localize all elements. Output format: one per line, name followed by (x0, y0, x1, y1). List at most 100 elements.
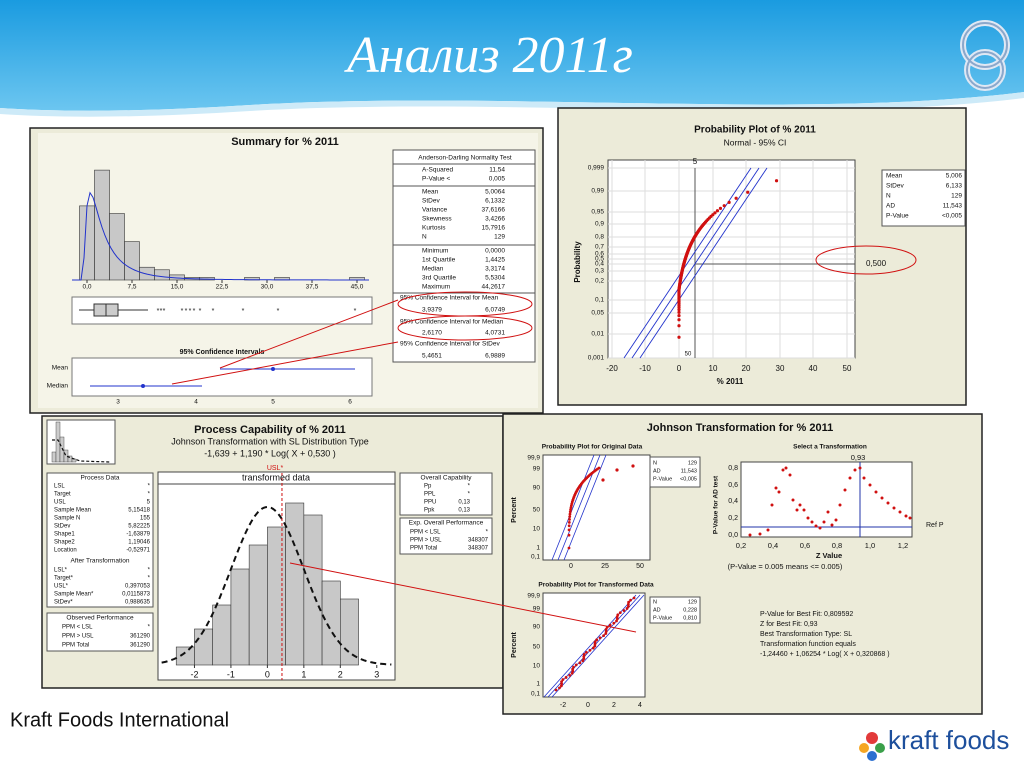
row-label: Sample N (54, 516, 80, 522)
select-point (898, 510, 902, 514)
arrow (219, 299, 399, 369)
select-point (843, 488, 847, 492)
interval-title: 95% Confidence Interval for Median (400, 319, 504, 326)
arrow (289, 562, 637, 633)
row-label: Target* (54, 576, 74, 582)
transformed-point (593, 642, 597, 646)
y-tick-label: 90 (533, 624, 541, 631)
probability-legend (881, 169, 966, 227)
row-value: 0,005 (489, 176, 506, 183)
box-title: Process Data (80, 475, 119, 482)
select-point (766, 528, 770, 532)
ci-band (551, 594, 645, 698)
row-label: Kurtosis (422, 225, 446, 232)
box-title: Anderson-Darling Normality Test (418, 155, 512, 162)
y-tick-label: 0,1 (595, 297, 604, 304)
original-point (567, 533, 571, 537)
select-frame (740, 461, 913, 538)
select-point (886, 501, 890, 505)
outlier: * (189, 308, 192, 315)
probability-point (722, 204, 726, 208)
row-label: StDev (422, 198, 440, 205)
row-value: 361290 (130, 643, 151, 649)
interval-low: 2,6170 (422, 330, 442, 337)
fit-curve (161, 505, 392, 666)
transformed-point (616, 613, 620, 617)
row-value: 0,0115873 (122, 592, 151, 598)
probability-point (774, 179, 779, 183)
row-value: 11,54 (489, 167, 505, 174)
select-point (814, 524, 818, 528)
row-label: Maximum (422, 284, 450, 291)
transformed-point (571, 669, 575, 673)
y-tick-label: 90 (533, 485, 541, 492)
select-point (908, 516, 912, 520)
x-tick-label: 0 (586, 702, 590, 709)
row-label: Ppk (424, 508, 435, 514)
row-value: 5,5304 (485, 275, 505, 282)
row-value: 348307 (468, 538, 489, 544)
transformed-point (572, 665, 575, 669)
original-point (567, 520, 571, 524)
highlight (397, 315, 533, 341)
ref-label: 50 (685, 352, 692, 358)
x-tick-label: 50 (636, 563, 644, 570)
row-value: 129 (494, 234, 505, 241)
outlier: * (277, 308, 280, 315)
y-tick-label: 0,2 (595, 278, 604, 285)
select-point (862, 476, 866, 480)
row-label: Skewness (422, 216, 452, 223)
transformed-point (622, 609, 626, 612)
original-point (631, 464, 635, 468)
annotation: 0,500 (866, 259, 887, 268)
row-value: * (468, 492, 471, 498)
row-label: Variance (422, 207, 448, 214)
x-tick-label: 10 (709, 364, 718, 373)
transformed-point (593, 644, 597, 648)
ref-label: 5 (693, 157, 698, 166)
row-label: PPM Total (410, 546, 437, 552)
transformed-point (604, 630, 608, 633)
x-tick-label: 0 (265, 669, 270, 679)
select-point (904, 514, 908, 518)
outlier: * (163, 308, 166, 315)
select-point (774, 486, 778, 490)
y-tick-label: 0,1 (531, 691, 540, 698)
ci-band (623, 167, 752, 359)
y-tick-label: 0,3 (595, 268, 604, 275)
row-label: PPM Total (62, 643, 89, 649)
y-tick-label: 50 (533, 644, 541, 651)
panel-title: Process Capability of % 2011 (194, 424, 346, 436)
expected-box (399, 517, 493, 555)
transformed-point (560, 682, 564, 686)
plot-title: transformed data (242, 472, 310, 482)
row-value: * (148, 484, 151, 490)
box-title: Overall Capability (421, 475, 473, 482)
original-point (568, 517, 571, 521)
row-label: Shape2 (54, 540, 75, 546)
x-tick-label: 15,0 (171, 284, 184, 291)
original-point (567, 546, 571, 550)
histogram-bar (230, 568, 250, 666)
row-label: N (886, 193, 891, 200)
y-tick-label: 0,05 (591, 310, 604, 317)
arrow (171, 341, 399, 385)
row-value: 0,13 (458, 508, 470, 514)
y-tick-label: 0,8 (595, 234, 604, 241)
row-value: 0,397053 (125, 584, 151, 590)
axis-label: % 2011 (717, 377, 744, 386)
axis-label: Z Value (816, 551, 842, 560)
select-point (784, 466, 788, 470)
row-label: Pp (424, 484, 432, 490)
transformed-point (561, 678, 565, 681)
row-value: 37,6166 (482, 207, 506, 214)
original-frame (542, 454, 651, 561)
axis-label: Percent (511, 496, 518, 522)
select-point (777, 490, 781, 494)
select-point (788, 473, 792, 477)
transformed-point (608, 623, 612, 627)
transformed-point (595, 638, 599, 642)
ci-band (563, 454, 607, 561)
row-label: AD (886, 203, 895, 210)
